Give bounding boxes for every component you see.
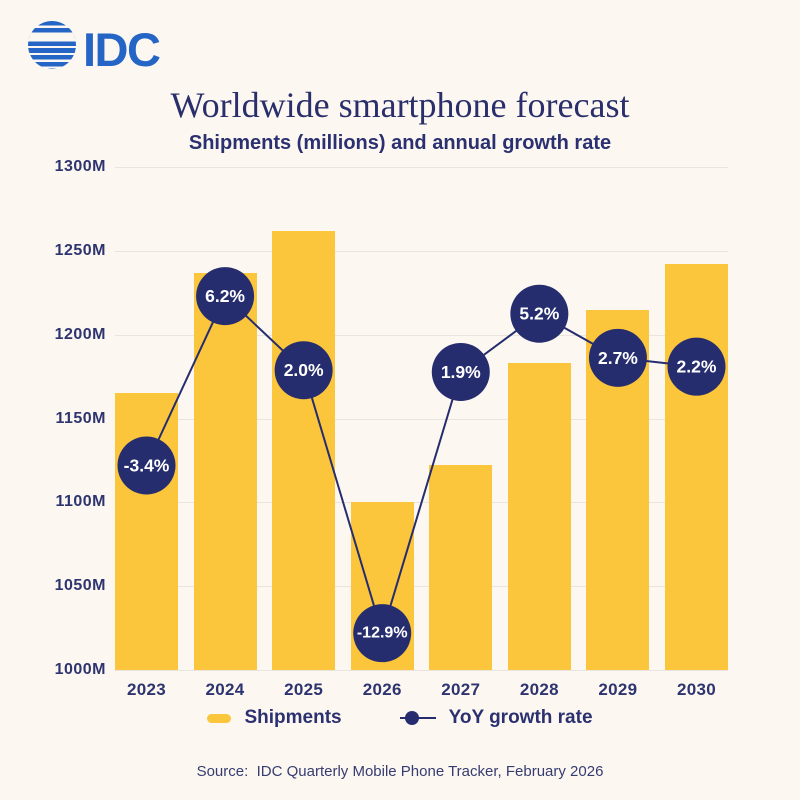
y-axis-label-1150M: 1150M	[55, 409, 106, 427]
growth-point-2027	[431, 342, 490, 401]
legend-item-yoy-growth: YoY growth rate	[399, 707, 593, 729]
shipments-bar-2026	[350, 502, 414, 670]
idc-globe-icon	[28, 21, 76, 69]
x-axis-label-2030: 2030	[676, 680, 716, 699]
shipments-bar-2030	[664, 264, 728, 670]
shipments-bar-2029	[586, 309, 650, 670]
x-axis-label-2027: 2027	[441, 680, 481, 699]
shipments-bar-2028	[507, 363, 571, 670]
y-axis-label-1050M: 1050M	[54, 577, 106, 595]
y-axis-label-1000M: 1000M	[54, 661, 106, 678]
yoy-dot-icon	[404, 711, 419, 725]
idc-logo-text: IDC	[83, 23, 161, 77]
y-axis-label-1200M: 1200M	[54, 325, 106, 343]
chart-legend: Shipments YoY growth rate	[0, 707, 800, 729]
gridline-1000M	[115, 670, 728, 671]
y-axis-label-1250M: 1250M	[54, 241, 106, 259]
x-axis-label-2023: 2023	[126, 680, 167, 699]
x-axis-label-2025: 2025	[284, 680, 324, 699]
x-axis-label-2029: 2029	[598, 680, 638, 699]
page-title: Worldwide smartphone forecast	[170, 85, 630, 125]
legend-item-shipments: Shipments	[207, 707, 342, 729]
gridline-1250M	[115, 250, 728, 252]
x-axis-label-2024: 2024	[205, 680, 245, 699]
y-axis-label-1300M: 1300M	[54, 158, 106, 175]
growth-label-2027: 1.9%	[441, 362, 481, 382]
idc-logo: IDC	[28, 21, 161, 77]
yoy-line-dot-icon	[399, 711, 436, 725]
x-axis-label-2026: 2026	[362, 680, 402, 699]
shipments-bar-2027	[429, 465, 493, 670]
legend-label-shipments: Shipments	[244, 707, 342, 728]
gridline-1300M	[115, 167, 728, 168]
shipments-swatch-icon	[207, 713, 232, 723]
shipments-bar-2023	[115, 393, 178, 670]
source-note: Source: IDC Quarterly Mobile Phone Track…	[196, 763, 604, 780]
legend-label-yoy-growth: YoY growth rate	[448, 707, 593, 728]
shipments-bar-2024	[193, 272, 257, 670]
y-axis-label-1100M: 1100M	[55, 493, 106, 511]
globe-gap-stripe	[28, 34, 76, 39]
growth-label-2028: 5.2%	[519, 304, 559, 324]
page-subtitle: Shipments (millions) and annual growth r…	[188, 132, 612, 154]
x-axis-label-2028: 2028	[519, 680, 559, 699]
shipments-bar-2025	[272, 230, 336, 670]
